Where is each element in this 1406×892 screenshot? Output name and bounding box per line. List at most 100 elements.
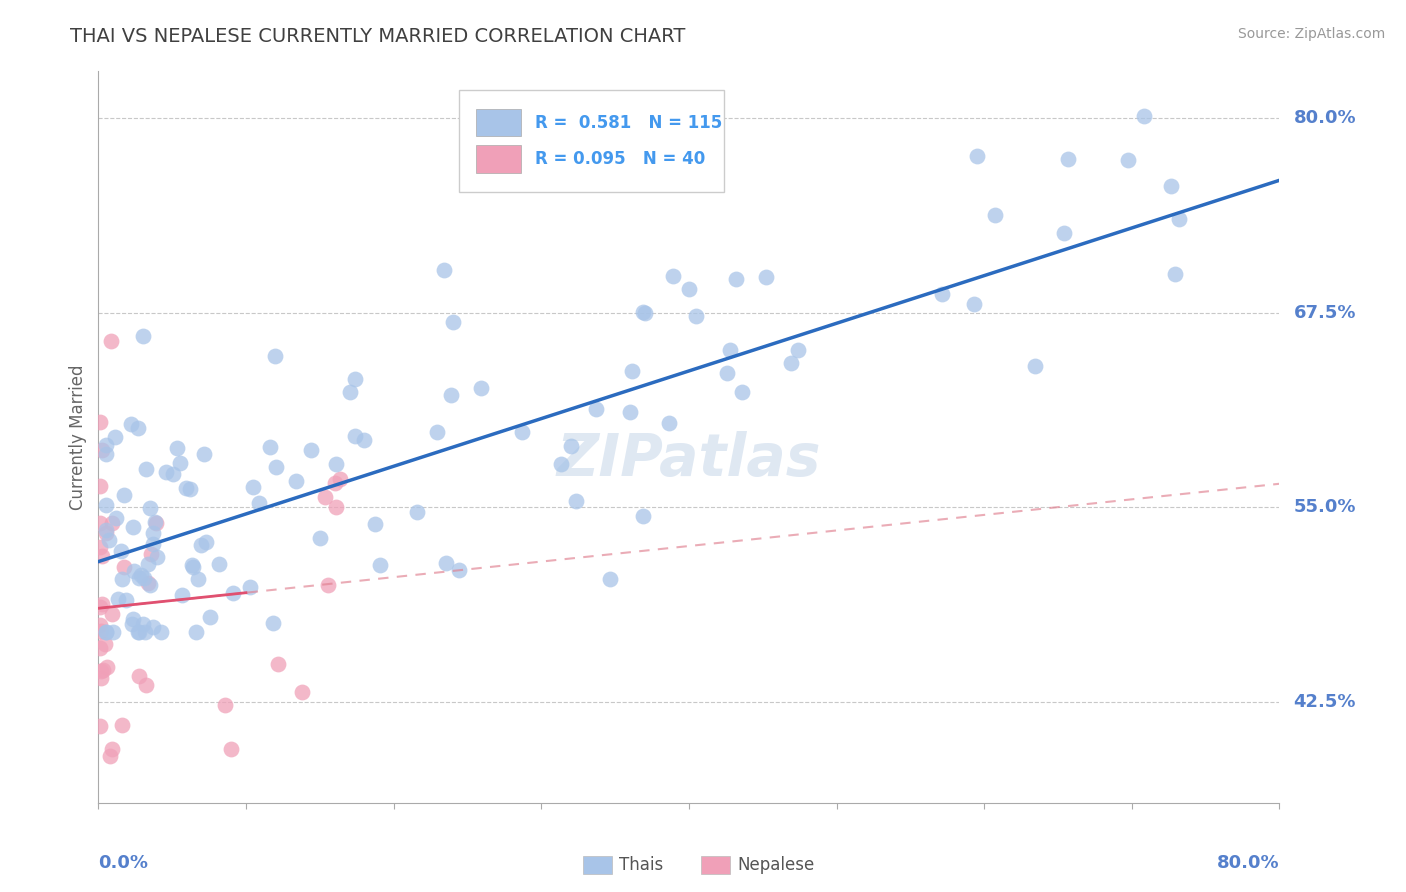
Point [716,366,738,380]
Point [94,624,117,639]
Point [1160,178,1182,193]
Point [91,663,114,677]
Point [90,549,112,563]
Point [779,356,801,370]
Point [725,272,748,286]
Point [620,364,643,378]
Point [166,441,188,455]
Point [89,640,111,655]
Point [1133,109,1156,123]
Point [135,462,157,476]
Point [323,475,346,490]
Point [94,447,117,461]
Point [107,592,129,607]
Point [142,526,165,541]
Point [139,500,162,515]
Point [89,599,111,614]
Point [98,748,121,763]
Point [353,433,375,447]
Text: 80.0%: 80.0% [1216,854,1279,872]
Point [132,329,155,343]
Point [96,526,118,541]
Point [101,624,124,639]
Point [190,538,212,552]
Point [172,588,194,602]
Point [89,416,111,430]
Point [142,620,165,634]
Point [314,490,336,504]
Point [186,624,208,639]
Point [259,440,281,454]
Point [441,315,464,329]
Point [325,500,347,514]
Text: Nepalese: Nepalese [737,856,814,874]
Point [1053,226,1076,240]
Point [193,447,215,461]
Point [104,430,127,444]
Point [135,678,157,692]
Point [316,578,339,592]
Point [718,343,741,357]
Point [127,421,149,435]
Point [176,481,198,495]
Point [179,482,201,496]
Point [198,610,221,624]
Text: THAI VS NEPALESE CURRENTLY MARRIED CORRELATION CHART: THAI VS NEPALESE CURRENTLY MARRIED CORRE… [70,27,686,45]
Point [406,505,429,519]
Point [100,334,122,348]
Point [931,287,953,301]
Point [120,417,142,432]
Point [1116,153,1139,168]
Point [343,371,366,385]
Point [195,535,218,549]
Point [262,615,284,630]
Point [90,671,112,685]
Point [222,586,245,600]
Point [364,517,387,532]
Point [731,384,754,399]
Point [291,685,314,699]
Point [433,263,456,277]
Point [207,557,229,571]
Bar [700,856,730,874]
Point [90,664,112,678]
Point [90,443,112,458]
Point [111,718,134,732]
Point [678,282,700,296]
Point [181,560,204,574]
Y-axis label: Currently Married: Currently Married [69,364,87,510]
Point [214,698,236,712]
Point [1167,212,1189,227]
Point [786,343,808,357]
Point [114,811,136,825]
Point [112,487,135,501]
Point [128,571,150,585]
Point [121,612,143,626]
Point [619,405,641,419]
Point [136,576,159,591]
Point [264,459,287,474]
Point [122,564,145,578]
Point [93,637,115,651]
Point [285,474,308,488]
Point [1024,359,1046,374]
Point [94,438,117,452]
Point [100,607,122,621]
Point [90,597,112,611]
Point [136,557,159,571]
Point [169,456,191,470]
Point [966,149,988,163]
Point [89,516,111,531]
Point [599,572,621,586]
Point [115,593,138,607]
Point [984,208,1007,222]
Point [150,624,173,639]
Point [105,511,128,525]
Point [89,618,111,632]
Point [242,480,264,494]
Point [585,401,607,416]
Point [101,516,124,531]
Point [560,438,582,452]
Point [94,498,117,512]
Point [449,563,471,577]
